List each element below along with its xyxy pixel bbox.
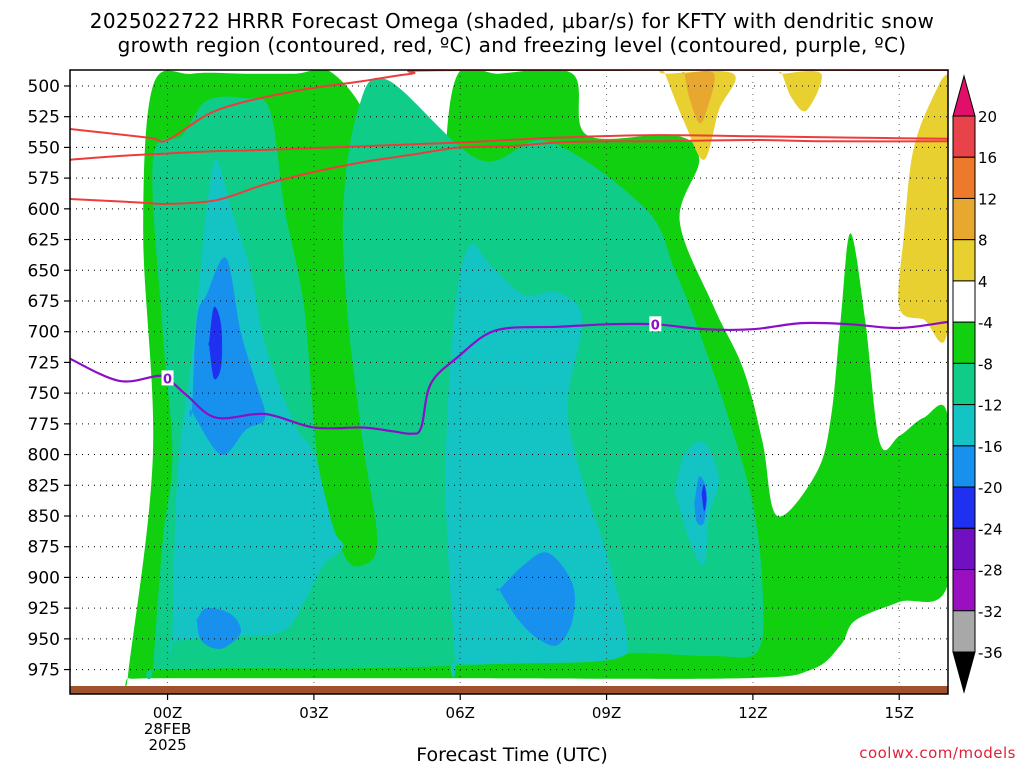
colorbar-label: -8 [978, 355, 993, 373]
colorbar-bin [952, 486, 976, 529]
x-tick-label: 00Z [153, 704, 182, 722]
colorbar-bin [952, 362, 976, 406]
colorbar-label: -28 [978, 562, 1003, 580]
colorbar-bin [952, 115, 976, 158]
colorbar-label: 4 [978, 273, 988, 291]
omega-region [189, 257, 266, 455]
colorbar-bin [952, 280, 976, 323]
colorbar-bin [952, 445, 976, 488]
colorbar-label: -32 [978, 603, 1003, 621]
omega-region [682, 70, 715, 124]
dgz-contour-line [70, 138, 948, 205]
colorbar-label: 16 [978, 149, 997, 167]
colorbar-bin [952, 321, 976, 364]
y-tick-label: 900 [28, 568, 60, 588]
y-tick-label: 825 [28, 476, 60, 496]
colorbar-label: 8 [978, 232, 988, 250]
omega-region [195, 607, 241, 649]
colorbar-label: -16 [978, 438, 1003, 456]
y-tick-label: 975 [28, 661, 60, 681]
chart-title-line1: 2025022722 HRRR Forecast Omega (shaded, … [89, 9, 935, 33]
contour-label-bg [161, 370, 174, 386]
y-tick-label: 850 [28, 507, 60, 527]
y-tick-label: 550 [28, 138, 60, 158]
y-tick-label: 800 [28, 446, 60, 466]
y-tick-label: 925 [28, 599, 60, 619]
y-tick-label: 725 [28, 353, 60, 373]
x-tick-label: 2025 [148, 736, 186, 754]
colorbar-top-arrow [952, 74, 976, 117]
colorbar-label: -36 [978, 644, 1003, 662]
y-tick-label: 650 [28, 261, 60, 281]
colorbar-label: -12 [978, 397, 1003, 415]
colorbar-bin [952, 569, 976, 612]
x-tick-label: 06Z [446, 704, 475, 722]
omega-region [496, 552, 575, 646]
y-tick-label: 950 [28, 630, 60, 650]
freezing-level-label: 0 [651, 318, 660, 333]
dgz-contour-line [70, 70, 948, 143]
y-tick-label: 750 [28, 384, 60, 404]
credit-text: coolwx.com/models [859, 744, 1016, 762]
colorbar-bin [952, 404, 976, 447]
colorbar-bin [952, 527, 976, 571]
y-tick-label: 500 [28, 77, 60, 97]
colorbar-label: 20 [978, 108, 997, 126]
x-tick-label: 09Z [592, 704, 621, 722]
y-tick-label: 775 [28, 415, 60, 435]
omega-region [208, 306, 223, 380]
y-tick-label: 700 [28, 323, 60, 343]
x-tick-label: 28FEB [144, 720, 191, 738]
y-tick-label: 600 [28, 200, 60, 220]
colorbar-label: -24 [978, 520, 1003, 538]
x-tick-label: 15Z [885, 704, 914, 722]
colorbar-bottom-arrow [952, 651, 976, 694]
y-tick-label: 875 [28, 538, 60, 558]
y-tick-label: 675 [28, 292, 60, 312]
y-tick-label: 525 [28, 108, 60, 128]
colorbar-bin [952, 197, 976, 241]
freezing-level-line [70, 320, 948, 435]
plot-frame [69, 69, 949, 695]
x-tick-label: 03Z [299, 704, 328, 722]
colorbar-bin [952, 156, 976, 199]
x-tick-label: 12Z [738, 704, 767, 722]
freezing-level-label: 0 [163, 372, 172, 387]
y-tick-label: 575 [28, 169, 60, 189]
dgz-contour-line [70, 134, 948, 161]
colorbar-bin [952, 239, 976, 282]
terrain-bar [70, 686, 948, 694]
colorbar-label: -20 [978, 479, 1003, 497]
colorbar-label: 12 [978, 190, 997, 208]
contour-label-bg [649, 316, 662, 332]
omega-region [701, 483, 707, 512]
colorbar-bin [952, 610, 976, 653]
x-axis-label: Forecast Time (UTC) [416, 744, 608, 766]
colorbar-label: -4 [978, 314, 993, 332]
omega-region [445, 243, 629, 678]
omega-region [778, 70, 822, 112]
y-tick-label: 625 [28, 231, 60, 251]
chart-title-line2: growth region (contoured, red, ºC) and f… [117, 33, 907, 57]
